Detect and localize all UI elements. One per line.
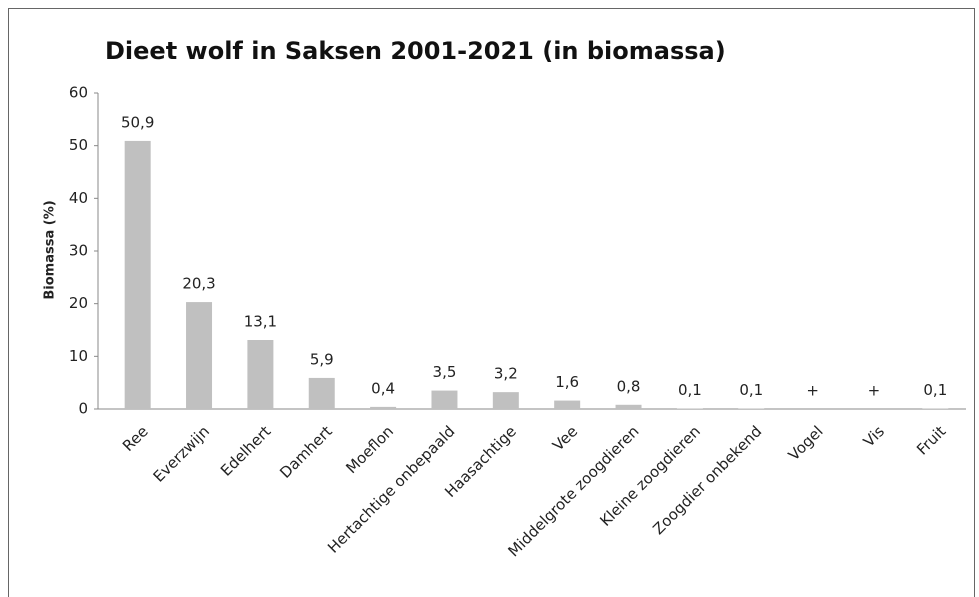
x-tick-label: Everzwijn — [150, 422, 213, 485]
x-tick-label: Zoogdier onbekend — [649, 422, 765, 538]
x-tick-label: Hertachtige onbepaald — [324, 422, 458, 556]
value-label: + — [868, 382, 881, 400]
value-label: 0,1 — [678, 381, 702, 399]
frame — [8, 8, 975, 597]
bar — [370, 406, 397, 409]
value-label: 13,1 — [244, 313, 277, 331]
bar — [738, 408, 765, 409]
bar — [124, 140, 151, 409]
y-tick-label: 20 — [69, 294, 88, 312]
x-tick-label: Edelhert — [217, 422, 274, 479]
y-tick-label: 10 — [69, 347, 88, 365]
bar — [247, 340, 274, 409]
value-label: 50,9 — [121, 113, 154, 131]
x-tick-label: Ree — [119, 422, 152, 455]
bar — [431, 390, 458, 409]
y-tick-label: 40 — [69, 189, 88, 207]
x-tick-label: Moeflon — [342, 422, 397, 477]
value-label: 3,2 — [494, 365, 518, 383]
x-tick-label: Vee — [549, 422, 581, 454]
bar — [922, 408, 949, 409]
bar — [308, 377, 335, 409]
value-label: 3,5 — [433, 363, 457, 381]
y-axis-title: Biomassa (%) — [43, 200, 58, 299]
x-tick-label: Damhert — [276, 422, 336, 482]
chart-title: Dieet wolf in Saksen 2001-2021 (in bioma… — [105, 37, 726, 65]
value-label: 0,1 — [923, 381, 947, 399]
bar — [186, 302, 213, 409]
value-label: 1,6 — [555, 373, 579, 391]
value-label: 0,8 — [617, 377, 641, 395]
y-tick-label: 30 — [69, 242, 88, 260]
x-tick-label: Vogel — [785, 422, 827, 464]
x-tick-label: Fruit — [913, 422, 949, 458]
x-tick-label: Vis — [860, 422, 888, 450]
bar — [676, 408, 703, 409]
y-tick-label: 0 — [78, 400, 88, 418]
value-label: + — [806, 382, 819, 400]
value-label: 20,3 — [182, 275, 215, 293]
bar — [615, 404, 642, 409]
bar — [492, 392, 519, 409]
value-label: 5,9 — [310, 350, 334, 368]
bar — [554, 400, 581, 409]
y-tick-label: 50 — [69, 136, 88, 154]
value-label: 0,4 — [371, 379, 395, 397]
y-tick-label: 60 — [69, 84, 88, 102]
value-label: 0,1 — [739, 381, 763, 399]
